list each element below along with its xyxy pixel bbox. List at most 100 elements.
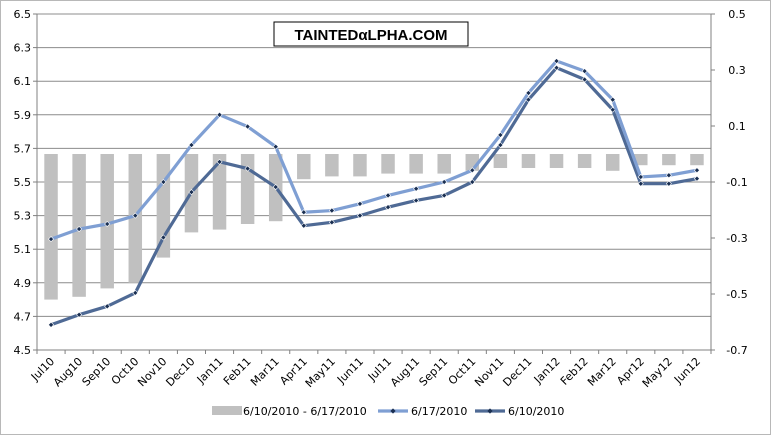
series-point	[76, 226, 83, 233]
x-tick-label: Sep10	[80, 355, 114, 389]
right-tick-label: 0.5	[728, 8, 746, 21]
x-tick-label: May11	[303, 355, 338, 390]
series-point	[637, 180, 644, 187]
legend-bar-swatch	[212, 406, 242, 415]
legend-line-label: 6/17/2010	[411, 405, 467, 418]
series-point	[693, 167, 700, 174]
x-tick-label: Jan12	[531, 355, 563, 387]
bar	[325, 154, 339, 177]
series-point	[441, 192, 448, 199]
bar	[493, 154, 508, 168]
series-point	[272, 184, 279, 191]
bar	[381, 154, 395, 174]
x-tick-label: Feb11	[221, 355, 254, 388]
series-point	[328, 207, 335, 214]
bar	[437, 154, 451, 174]
x-tick-label: Mar11	[248, 355, 282, 389]
series-point	[244, 165, 251, 172]
series-point	[244, 123, 251, 130]
x-tick-label: Nov11	[472, 355, 506, 389]
left-tick-label: 4.5	[14, 344, 32, 357]
x-tick-label: Jan11	[194, 355, 226, 387]
series-point	[76, 311, 83, 318]
left-tick-label: 5.1	[14, 243, 32, 256]
series-point	[469, 178, 476, 186]
gridlines	[37, 13, 711, 351]
series-point	[637, 173, 644, 180]
bar	[44, 154, 58, 300]
series-point	[356, 200, 363, 207]
legend-bar-label: 6/10/2010 - 6/17/2010	[243, 405, 367, 418]
series-point	[132, 289, 139, 296]
x-tick-label: May12	[640, 355, 675, 390]
x-tick-label: Jun11	[334, 355, 366, 387]
legend-line-label: 6/10/2010	[508, 405, 564, 418]
series-point	[188, 189, 195, 196]
x-tick-label: Nov10	[135, 355, 169, 389]
series-point	[216, 158, 223, 165]
series-point	[497, 142, 504, 149]
series-point	[48, 321, 55, 328]
x-tick-label: Jun12	[671, 355, 703, 387]
bar	[634, 154, 648, 166]
series-point	[188, 142, 195, 149]
series-point	[693, 175, 700, 182]
series-point	[300, 209, 307, 216]
legend-marker	[487, 408, 493, 414]
watermark-box	[273, 21, 469, 47]
series-point	[413, 185, 420, 192]
x-tick-label: Mar12	[585, 355, 619, 389]
series-point	[553, 64, 560, 71]
series-point	[356, 212, 363, 219]
series-point	[385, 192, 392, 199]
x-tick-label: Dec10	[163, 355, 197, 389]
right-tick-label: -0.1	[726, 176, 747, 189]
left-tick-label: 4.9	[14, 277, 32, 290]
bar	[297, 154, 311, 180]
right-tick-label: -0.3	[726, 232, 747, 245]
bar	[72, 154, 86, 297]
x-tick-label: Dec11	[500, 355, 534, 389]
series-point	[216, 111, 223, 118]
bar	[690, 154, 704, 166]
series-point	[160, 234, 167, 241]
legend-marker	[390, 408, 396, 414]
x-tick-label: Aug10	[51, 355, 85, 389]
series-point	[609, 96, 616, 103]
right-tick-label: -0.7	[726, 344, 747, 357]
series-point	[497, 131, 504, 138]
series-point	[581, 68, 588, 75]
bar	[353, 154, 367, 177]
series-point	[272, 143, 279, 150]
series-line	[49, 66, 699, 327]
series-point	[132, 212, 139, 219]
right-tick-label: 0.3	[728, 64, 746, 77]
series-point	[300, 222, 307, 229]
watermark-text: TAINTEDαLPHA.COM	[294, 27, 447, 44]
bar	[156, 154, 171, 258]
left-tick-label: 6.5	[14, 8, 32, 21]
bar	[662, 154, 676, 166]
left-tick-label: 4.7	[14, 310, 32, 323]
series-point	[413, 197, 420, 204]
series-point	[104, 303, 111, 310]
bar	[521, 154, 536, 168]
series-point	[469, 167, 476, 174]
series-point	[665, 172, 672, 179]
series-point	[104, 220, 111, 228]
left-tick-label: 5.5	[14, 176, 32, 189]
bar	[605, 154, 620, 171]
series-point	[328, 219, 335, 226]
bar	[549, 154, 564, 168]
legend: 6/10/2010 - 6/17/2010 6/17/2010 6/10/2010	[212, 405, 564, 418]
watermark: TAINTEDαLPHA.COM	[273, 21, 469, 47]
series-point	[581, 76, 588, 83]
left-tick-label: 6.1	[14, 75, 32, 88]
series-point	[665, 180, 672, 187]
bar	[240, 154, 255, 224]
x-tick-label: Sep11	[417, 355, 451, 389]
series-line	[49, 59, 699, 241]
bar	[409, 154, 423, 174]
bar	[212, 154, 227, 230]
